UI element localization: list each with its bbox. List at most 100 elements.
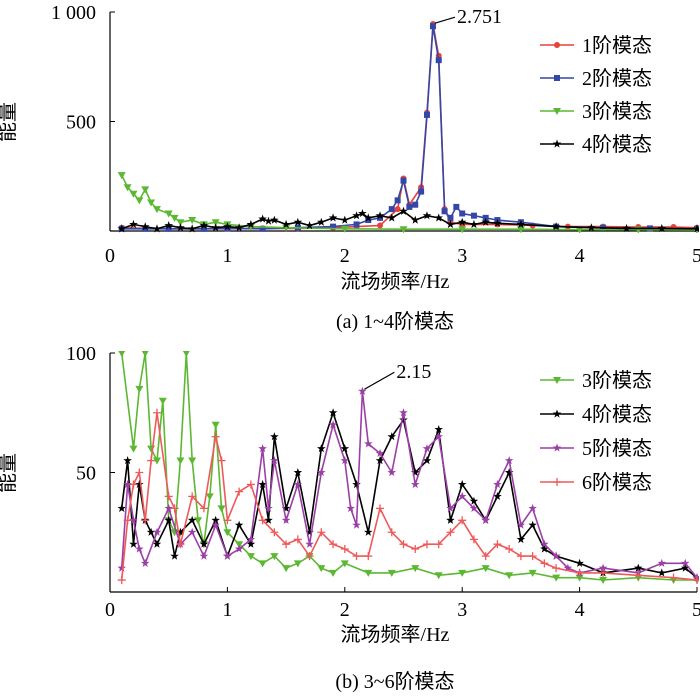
data-point [200, 225, 207, 232]
data-point [434, 540, 443, 549]
data-point [223, 551, 232, 560]
data-point [340, 560, 349, 568]
data-point [234, 544, 244, 553]
x-tick-label: 5 [692, 599, 700, 621]
data-point [164, 503, 173, 512]
data-point [140, 222, 150, 231]
data-point [493, 479, 502, 489]
data-point [164, 221, 173, 230]
caption-a: (a) 1~4阶模态 [336, 310, 454, 333]
data-point [223, 516, 232, 525]
data-point [352, 211, 361, 220]
data-point [270, 456, 279, 465]
data-point [123, 456, 132, 465]
data-point [129, 445, 138, 453]
x-tick-label: 0 [105, 245, 115, 267]
x-tick-label: 0 [105, 599, 115, 621]
chart-panel-b: 0 1 2 3 4 5 100 50 3阶模态 4阶模态 5阶模态 6阶模态 2.15 能量 流场频率/… [0, 343, 700, 693]
data-point [135, 197, 144, 205]
legend-marker [552, 443, 562, 452]
y-axis-label-b: 能量 [0, 453, 19, 493]
data-point [234, 223, 244, 232]
data-point [118, 351, 126, 357]
data-point [411, 565, 420, 573]
data-point [364, 552, 373, 561]
data-point [246, 539, 256, 548]
data-point [258, 214, 267, 223]
data-point [147, 445, 156, 453]
data-point [434, 213, 443, 222]
data-point [346, 503, 355, 512]
data-point [293, 479, 303, 489]
data-point [457, 479, 467, 489]
data-point [358, 209, 367, 218]
data-point [516, 534, 526, 544]
data-point [340, 544, 349, 553]
caption-b: (b) 3~6阶模态 [335, 670, 454, 693]
x-tick-label: 4 [575, 245, 585, 267]
data-point [377, 222, 384, 229]
data-point [152, 408, 161, 417]
data-point [187, 224, 197, 233]
data-point [516, 219, 526, 229]
data-point [182, 351, 190, 357]
data-point [469, 535, 478, 544]
data-point [551, 551, 561, 560]
data-point [152, 224, 162, 233]
data-point [282, 565, 291, 573]
y-tick-label: 100 [66, 343, 96, 365]
data-point [147, 199, 156, 207]
y-axis-label-a: 能量 [0, 102, 19, 142]
data-point [364, 213, 373, 222]
data-point [135, 544, 144, 553]
series-group [117, 21, 699, 233]
x-axis-label-b: 流场频率/Hz [341, 623, 450, 646]
data-point [481, 565, 490, 573]
data-point [399, 226, 408, 233]
legend-label: 3阶模态 [582, 369, 652, 392]
data-point [147, 456, 156, 465]
data-point [281, 515, 291, 524]
data-point [293, 560, 302, 568]
data-point [281, 219, 291, 229]
data-point [423, 111, 430, 118]
legend-marker [552, 409, 562, 418]
data-point [165, 225, 172, 232]
legend-label: 6阶模态 [582, 471, 652, 494]
data-point [446, 503, 455, 512]
data-point [293, 217, 303, 226]
data-point [117, 576, 126, 585]
data-point [129, 515, 138, 524]
data-point [199, 504, 208, 513]
data-point [176, 540, 185, 549]
data-point [305, 527, 314, 536]
data-point [599, 577, 608, 585]
data-point [540, 539, 549, 548]
data-point [146, 527, 156, 536]
data-point [470, 212, 477, 219]
data-point [293, 535, 302, 544]
data-point [375, 448, 385, 457]
x-tick-label: 2 [340, 599, 350, 621]
legend-marker [552, 139, 562, 148]
data-point [211, 223, 220, 232]
x-tick-label: 5 [692, 245, 700, 267]
data-point [376, 504, 385, 513]
legend-label: 4阶模态 [582, 403, 652, 426]
annotation-label: 2.751 [457, 6, 502, 28]
data-point [305, 539, 314, 548]
data-point [453, 203, 460, 210]
data-point [504, 456, 514, 465]
data-point [353, 221, 360, 228]
data-point [528, 569, 537, 577]
data-point [223, 529, 232, 537]
data-point [412, 201, 419, 208]
data-point [170, 504, 179, 513]
legend-label: 4阶模态 [582, 133, 652, 156]
data-point [176, 223, 185, 232]
data-point [575, 558, 584, 567]
data-point [575, 226, 584, 233]
series-line-1 [120, 352, 697, 581]
data-point [406, 203, 413, 210]
